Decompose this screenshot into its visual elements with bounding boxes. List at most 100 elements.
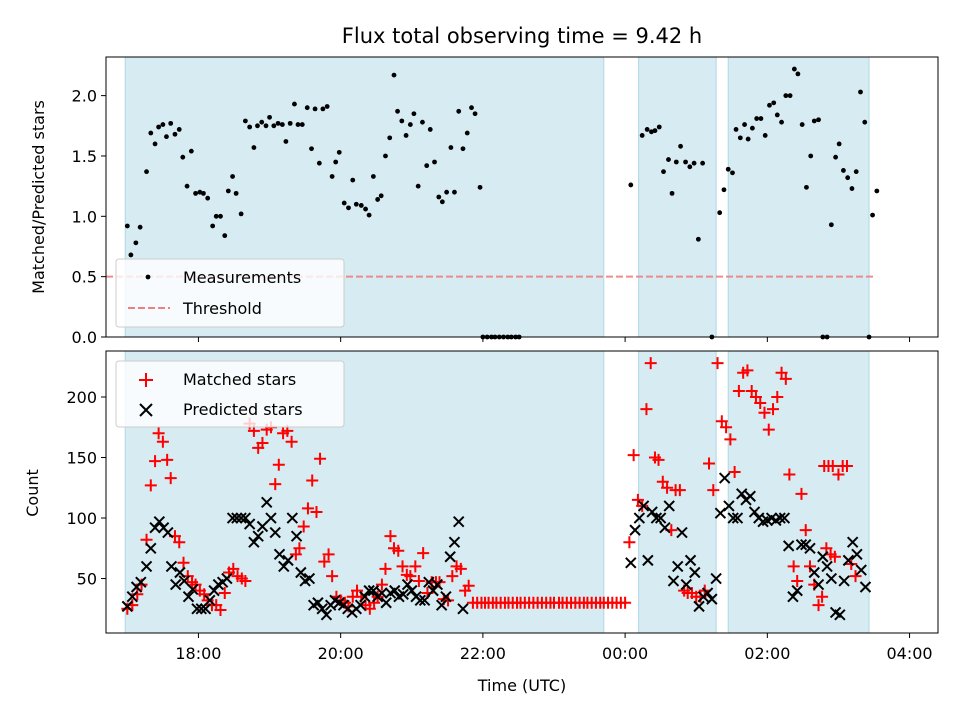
measurement-point	[721, 187, 727, 193]
measurement-point	[370, 174, 376, 179]
measurement-point	[628, 182, 634, 188]
matched-star-point	[462, 579, 475, 592]
measurement-point	[205, 195, 211, 201]
top-shade-2	[727, 56, 870, 338]
predicted-star-point	[303, 572, 316, 585]
measurement-point	[644, 127, 650, 132]
predicted-star-point	[431, 578, 444, 591]
measurement-point	[771, 100, 777, 106]
measurement-point	[420, 119, 425, 125]
predicted-star-point	[265, 512, 277, 524]
predicted-star-point	[126, 590, 139, 603]
matched-star-point	[644, 357, 657, 370]
predicted-star-point	[825, 572, 838, 585]
measurement-point	[411, 111, 417, 117]
bottom-x-ticks: 18:00 20:00 22:00 00:00 02:00 04:00	[175, 633, 933, 663]
predicted-star-point	[689, 566, 701, 579]
measurement-point	[874, 188, 880, 194]
top-legend: Measurements Threshold	[115, 258, 345, 328]
predicted-star-point	[855, 564, 867, 576]
bottom-xtick-label: 20:00	[318, 644, 364, 663]
top-ytick-label: 1.0	[72, 207, 97, 226]
matched-star-point	[256, 436, 269, 449]
measurement-point	[180, 154, 186, 160]
top-shade-1	[638, 56, 717, 338]
matched-star-point	[164, 472, 177, 485]
predicted-star-point	[706, 593, 718, 605]
predicted-star-point	[812, 578, 825, 591]
predicted-star-point	[629, 524, 641, 536]
predicted-star-point	[135, 576, 147, 588]
count-points	[121, 357, 872, 621]
predicted-star-point	[782, 540, 795, 552]
measurement-point	[225, 188, 231, 194]
predicted-star-point	[316, 603, 328, 615]
measurement-point	[652, 128, 658, 134]
matched-star-point	[322, 548, 335, 561]
matched-star-point	[787, 560, 800, 573]
measurement-point	[320, 106, 326, 112]
matched-star-point	[840, 459, 853, 472]
measurement-point	[336, 149, 342, 155]
matched-star-point	[832, 468, 845, 481]
matched-star-point	[351, 584, 364, 597]
predicted-star-point	[457, 603, 469, 615]
measurement-point	[148, 130, 154, 136]
matched-star-point	[828, 550, 841, 563]
predicted-star-point	[140, 560, 153, 573]
measurement-point	[415, 183, 421, 189]
predicted-star-point	[423, 576, 435, 588]
measurement-point	[787, 93, 793, 99]
measurement-point	[439, 199, 445, 205]
measurement-point	[687, 164, 693, 170]
matched-star-point	[368, 596, 381, 609]
predicted-star-point	[397, 588, 409, 600]
measurement-point	[238, 211, 244, 217]
bottom-ytick-label: 100	[66, 509, 97, 528]
predicted-star-point	[145, 542, 157, 554]
matched-star-point	[149, 455, 162, 468]
predicted-star-point	[834, 609, 846, 621]
matched-star-point	[775, 366, 788, 379]
top-panel: 0.00.51.01.52.0 Matched/Predicted stars …	[29, 56, 939, 347]
predicted-star-point	[736, 488, 748, 500]
predicted-star-point	[846, 536, 859, 548]
predicted-star-point	[204, 594, 216, 607]
predicted-star-point	[778, 512, 791, 524]
predicted-star-point	[637, 500, 650, 512]
matched-star-point	[631, 493, 644, 506]
measurement-point	[193, 190, 199, 196]
predicted-star-point	[269, 526, 281, 539]
measurement-point	[242, 118, 248, 124]
matched-star-point	[745, 384, 758, 397]
matched-star-point	[741, 364, 754, 377]
measurement-point	[432, 159, 437, 165]
measurement-point	[444, 189, 450, 195]
measurement-point	[267, 114, 272, 120]
matched-star-point	[412, 574, 425, 587]
bottom-y-axis-label: Count	[23, 469, 42, 517]
measurement-point	[316, 160, 322, 166]
measurement-point	[737, 135, 743, 141]
predicted-star-point	[787, 590, 799, 603]
top-axes-frame	[105, 56, 939, 338]
matched-star-point	[285, 435, 298, 448]
measurement-point	[124, 223, 130, 229]
predicted-star-point	[663, 500, 675, 512]
predicted-star-point	[710, 572, 722, 585]
predicted-star-point	[795, 538, 808, 551]
measurement-point	[210, 223, 216, 229]
measurement-point	[816, 117, 821, 123]
measurement-point	[383, 153, 388, 159]
top-ytick-label: 0.0	[72, 328, 97, 347]
measurement-point	[164, 134, 169, 140]
matched-star-point	[673, 484, 686, 497]
predicted-star-point	[182, 590, 195, 603]
matched-star-point	[396, 560, 409, 573]
matched-star-point	[656, 475, 669, 488]
matched-star-point	[161, 453, 174, 466]
measurement-point	[808, 153, 814, 159]
matched-star-point	[767, 403, 780, 416]
measurement-point	[403, 133, 409, 138]
top-ytick-label: 1.5	[72, 147, 97, 166]
